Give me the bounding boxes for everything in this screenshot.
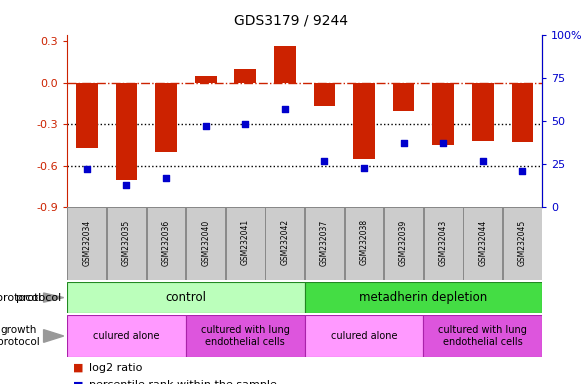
Bar: [353, 83, 375, 159]
Bar: [472, 83, 494, 141]
Text: metadherin depletion: metadherin depletion: [359, 291, 487, 304]
Bar: [424, 207, 462, 280]
Point: [478, 158, 487, 164]
Text: GSM232035: GSM232035: [122, 219, 131, 265]
Text: GSM232037: GSM232037: [320, 219, 329, 265]
Bar: [304, 315, 423, 357]
Bar: [423, 315, 542, 357]
Text: percentile rank within the sample: percentile rank within the sample: [89, 380, 277, 384]
Bar: [393, 83, 415, 111]
Bar: [304, 282, 542, 313]
Text: GSM232043: GSM232043: [438, 219, 448, 265]
Text: culured alone: culured alone: [93, 331, 160, 341]
Bar: [147, 207, 185, 280]
Polygon shape: [44, 329, 64, 343]
Bar: [463, 207, 502, 280]
Text: ■: ■: [73, 380, 83, 384]
Point: [319, 158, 329, 164]
Point: [122, 182, 131, 188]
Point: [399, 140, 408, 146]
Text: GSM232045: GSM232045: [518, 219, 527, 265]
Text: GSM232042: GSM232042: [280, 219, 289, 265]
Bar: [503, 207, 542, 280]
Point: [241, 121, 250, 127]
Text: ■: ■: [73, 363, 83, 373]
Text: culured alone: culured alone: [331, 331, 397, 341]
Bar: [226, 207, 265, 280]
Text: GDS3179 / 9244: GDS3179 / 9244: [234, 13, 349, 27]
Bar: [115, 83, 138, 180]
Point: [518, 168, 527, 174]
Bar: [76, 83, 98, 148]
Text: cultured with lung
endothelial cells: cultured with lung endothelial cells: [438, 325, 527, 347]
Bar: [305, 207, 344, 280]
Point: [280, 106, 290, 112]
Point: [82, 166, 92, 172]
Bar: [234, 69, 256, 83]
Bar: [68, 207, 106, 280]
Polygon shape: [44, 293, 64, 302]
Text: protocol: protocol: [16, 293, 61, 303]
Text: protocol: protocol: [0, 293, 41, 303]
Text: GSM232039: GSM232039: [399, 219, 408, 265]
Point: [161, 175, 171, 181]
Text: control: control: [166, 291, 206, 304]
Text: cultured with lung
endothelial cells: cultured with lung endothelial cells: [201, 325, 290, 347]
Text: GSM232041: GSM232041: [241, 219, 250, 265]
Text: growth protocol: growth protocol: [0, 325, 40, 347]
Bar: [186, 207, 225, 280]
Bar: [345, 207, 384, 280]
Bar: [155, 83, 177, 152]
Bar: [384, 207, 423, 280]
Text: GSM232044: GSM232044: [478, 219, 487, 265]
Point: [201, 123, 210, 129]
Point: [359, 164, 368, 170]
Bar: [67, 315, 186, 357]
Bar: [186, 315, 304, 357]
Bar: [274, 46, 296, 83]
Text: GSM232036: GSM232036: [161, 219, 171, 265]
Bar: [511, 83, 533, 142]
Text: log2 ratio: log2 ratio: [89, 363, 143, 373]
Bar: [433, 83, 454, 145]
Text: GSM232040: GSM232040: [201, 219, 210, 265]
Text: GSM232034: GSM232034: [82, 219, 92, 265]
Bar: [67, 282, 304, 313]
Text: GSM232038: GSM232038: [360, 219, 368, 265]
Bar: [195, 76, 216, 83]
Bar: [107, 207, 146, 280]
Bar: [314, 83, 335, 106]
Point: [438, 140, 448, 146]
Bar: [265, 207, 304, 280]
